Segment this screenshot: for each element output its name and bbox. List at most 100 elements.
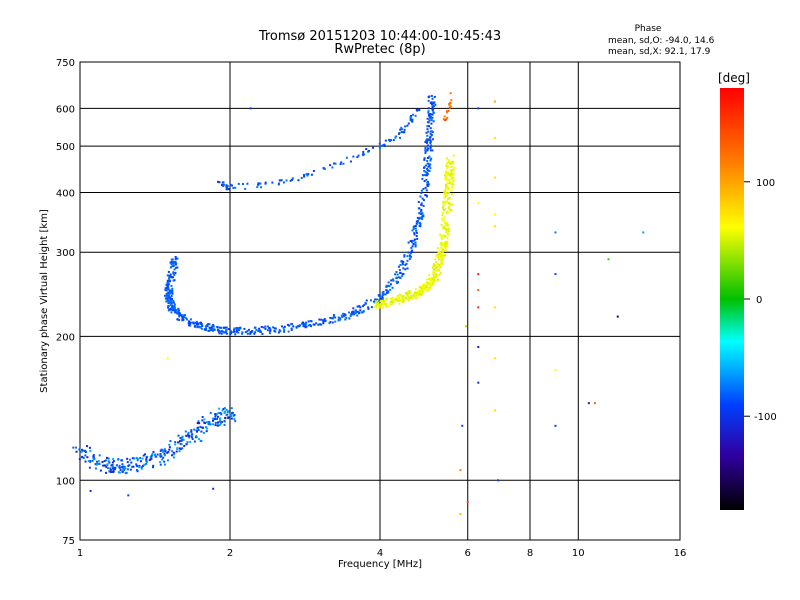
echo-point xyxy=(391,299,394,302)
echo-point xyxy=(173,305,176,308)
echo-point xyxy=(328,322,331,325)
echo-point xyxy=(278,329,281,332)
echo-point xyxy=(378,142,381,145)
echo-point xyxy=(214,424,217,427)
echo-point xyxy=(113,468,116,471)
echo-point xyxy=(607,258,610,261)
echo-point xyxy=(436,278,439,281)
echo-point xyxy=(410,239,413,242)
echo-point xyxy=(216,180,219,183)
echo-point xyxy=(440,242,443,245)
echo-point xyxy=(388,285,391,288)
echo-point xyxy=(422,204,425,207)
echo-point xyxy=(409,255,412,258)
echo-point xyxy=(401,297,404,300)
echo-point xyxy=(167,309,170,312)
echo-point xyxy=(438,263,441,266)
echo-point xyxy=(446,245,449,248)
echo-point xyxy=(445,241,448,244)
echo-point xyxy=(381,295,384,298)
echo-point xyxy=(445,118,448,121)
echo-point xyxy=(274,327,277,330)
echo-point xyxy=(394,273,397,276)
echo-point xyxy=(141,457,144,460)
echo-point xyxy=(103,464,106,467)
echo-point xyxy=(431,276,434,279)
echo-point xyxy=(440,235,443,238)
echo-point xyxy=(233,329,236,332)
echo-point xyxy=(443,216,446,219)
echo-point xyxy=(169,300,172,303)
echo-point xyxy=(331,321,334,324)
echo-point xyxy=(135,463,138,466)
echo-point xyxy=(171,287,174,290)
echo-point xyxy=(159,455,162,458)
echo-point xyxy=(223,423,226,426)
echo-point xyxy=(438,250,441,253)
echo-point xyxy=(410,246,413,249)
echo-point xyxy=(400,260,403,263)
echo-point xyxy=(128,458,131,461)
echo-point xyxy=(303,175,306,178)
echo-point xyxy=(423,157,426,160)
echo-point xyxy=(222,407,225,410)
echo-point xyxy=(415,220,418,223)
echo-point xyxy=(428,274,431,277)
echo-point xyxy=(105,465,108,468)
echo-point xyxy=(348,311,351,314)
echo-point xyxy=(426,169,429,172)
echo-point xyxy=(171,292,174,295)
echo-point xyxy=(145,456,148,459)
echo-point xyxy=(412,227,415,230)
echo-point xyxy=(414,297,417,300)
echo-point xyxy=(171,450,174,453)
echo-point xyxy=(235,327,238,330)
echo-point xyxy=(376,300,379,303)
echo-point xyxy=(105,456,108,459)
echo-point xyxy=(427,278,430,281)
echo-point xyxy=(389,139,392,142)
echo-point xyxy=(186,318,189,321)
echo-point xyxy=(444,208,447,211)
echo-point xyxy=(172,456,175,459)
echo-point xyxy=(440,237,443,240)
phase-stats-heading: Phase xyxy=(635,24,662,34)
echo-point xyxy=(290,328,293,331)
echo-point xyxy=(197,322,200,325)
echo-point xyxy=(402,260,405,263)
echo-point xyxy=(418,109,421,112)
echo-point xyxy=(402,131,405,134)
echo-point xyxy=(417,219,420,222)
echo-point xyxy=(179,314,182,317)
echo-point xyxy=(451,181,454,184)
echo-point xyxy=(357,154,360,157)
echo-point xyxy=(477,202,480,205)
echo-point xyxy=(433,270,436,273)
echo-point xyxy=(148,459,151,462)
echo-point xyxy=(169,261,172,264)
echo-point xyxy=(493,176,496,179)
echo-point xyxy=(422,290,425,293)
echo-point xyxy=(400,126,403,129)
echo-point xyxy=(338,318,341,321)
echo-point xyxy=(80,450,83,453)
echo-point xyxy=(163,452,166,455)
echo-point xyxy=(493,213,496,216)
echo-point xyxy=(219,418,222,421)
echo-point xyxy=(227,328,230,331)
echo-point xyxy=(334,162,337,165)
echo-point xyxy=(431,149,434,152)
echo-point xyxy=(420,203,423,206)
echo-point xyxy=(421,197,424,200)
echo-point xyxy=(425,194,428,197)
echo-point xyxy=(441,206,444,209)
echo-point xyxy=(225,408,228,411)
echo-point xyxy=(204,325,207,328)
echo-point xyxy=(422,199,425,202)
echo-point xyxy=(173,273,176,276)
echo-point xyxy=(307,324,310,327)
echo-point xyxy=(414,243,417,246)
echo-point xyxy=(95,463,98,466)
echo-point xyxy=(310,325,313,328)
echo-point xyxy=(332,315,335,318)
